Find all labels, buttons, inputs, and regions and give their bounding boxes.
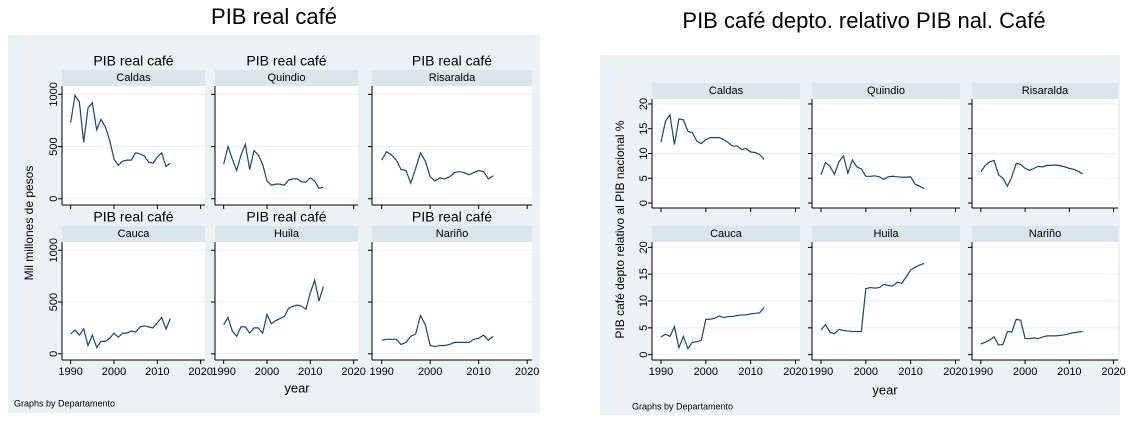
x-tick-label: 2010 bbox=[1057, 366, 1081, 378]
note: Graphs by Departamento bbox=[14, 398, 115, 408]
strip-label: Risaralda bbox=[1022, 85, 1069, 97]
strip-label: Huila bbox=[873, 228, 899, 240]
plot-area bbox=[62, 242, 205, 360]
x-tick-label: 2020 bbox=[515, 366, 539, 378]
panel-title: PIB real café bbox=[93, 209, 173, 225]
data-line bbox=[70, 93, 171, 168]
plot-area bbox=[62, 86, 205, 205]
x-tick-label: 2000 bbox=[1013, 366, 1037, 378]
chart-title: PIB café depto. relativo PIB nal. Café bbox=[682, 8, 1045, 33]
strip-label: Nariño bbox=[436, 228, 468, 240]
x-tick-label: 1990 bbox=[969, 366, 993, 378]
panel-title: PIB real café bbox=[246, 53, 326, 69]
y-axis-label: PIB café depto relativo al PIB nacional … bbox=[613, 120, 627, 338]
x-tick-label: 2020 bbox=[341, 366, 365, 378]
strip bbox=[215, 226, 358, 242]
x-tick-label: 2010 bbox=[298, 366, 322, 378]
strip bbox=[652, 226, 800, 242]
data-line bbox=[980, 159, 1083, 188]
strip bbox=[812, 226, 960, 242]
x-tick-label: 2000 bbox=[418, 366, 442, 378]
y-tick-label: 1000 bbox=[48, 238, 60, 262]
strip-label: Quindio bbox=[268, 72, 306, 84]
x-tick-label: 2010 bbox=[898, 366, 922, 378]
y-tick-label: 15 bbox=[638, 268, 650, 280]
strip-label: Huila bbox=[274, 228, 300, 240]
strip-label: Nariño bbox=[1029, 228, 1061, 240]
x-tick-label: 2020 bbox=[188, 366, 212, 378]
plot-area bbox=[372, 86, 532, 205]
panel-title: PIB real café bbox=[412, 53, 492, 69]
y-axis-label: Mil millones de pesos bbox=[22, 166, 36, 281]
x-tick-label: 1990 bbox=[58, 366, 82, 378]
y-tick-label: 20 bbox=[638, 241, 650, 253]
strip-label: Cauca bbox=[710, 228, 743, 240]
data-line bbox=[223, 278, 324, 338]
plot-area bbox=[215, 86, 358, 205]
strip bbox=[972, 226, 1118, 242]
plot-area bbox=[215, 242, 358, 360]
strip-label: Caldas bbox=[116, 72, 151, 84]
strip bbox=[652, 83, 800, 99]
y-tick-label: 10 bbox=[638, 295, 650, 307]
y-tick-label: 0 bbox=[638, 352, 650, 358]
y-tick-label: 500 bbox=[48, 137, 60, 155]
y-tick-label: 5 bbox=[638, 175, 650, 181]
y-tick-label: 5 bbox=[638, 325, 650, 331]
strip bbox=[372, 226, 532, 242]
note: Graphs by Departamento bbox=[632, 401, 733, 411]
data-line bbox=[70, 316, 171, 349]
data-line bbox=[660, 113, 765, 160]
x-tick-label: 2020 bbox=[943, 366, 967, 378]
strip-label: Quindio bbox=[867, 85, 905, 97]
y-tick-label: 1000 bbox=[48, 82, 60, 106]
y-tick-label: 500 bbox=[48, 293, 60, 311]
x-tick-label: 2000 bbox=[854, 366, 878, 378]
strip bbox=[62, 226, 205, 242]
y-tick-label: 0 bbox=[638, 200, 650, 206]
x-axis-label: year bbox=[284, 380, 310, 395]
strip bbox=[812, 83, 960, 99]
y-tick-label: 15 bbox=[638, 123, 650, 135]
x-tick-label: 2000 bbox=[102, 366, 126, 378]
data-line bbox=[980, 318, 1083, 346]
data-line bbox=[223, 142, 324, 189]
strip-label: Risaralda bbox=[429, 72, 476, 84]
strip-label: Caldas bbox=[709, 85, 744, 97]
panel-title: PIB real café bbox=[412, 209, 492, 225]
y-tick-label: 20 bbox=[638, 98, 650, 110]
x-tick-label: 2000 bbox=[255, 366, 279, 378]
y-tick-label: 0 bbox=[48, 351, 60, 357]
data-line bbox=[381, 150, 494, 185]
strip bbox=[372, 70, 532, 86]
x-tick-label: 1990 bbox=[809, 366, 833, 378]
data-line bbox=[660, 307, 765, 351]
x-tick-label: 2000 bbox=[694, 366, 718, 378]
x-tick-label: 1990 bbox=[369, 366, 393, 378]
panel-title: PIB real café bbox=[93, 53, 173, 69]
strip-label: Cauca bbox=[118, 228, 151, 240]
y-tick-label: 0 bbox=[48, 196, 60, 202]
x-tick-label: 2010 bbox=[145, 366, 169, 378]
plot-area bbox=[372, 242, 532, 360]
data-line bbox=[820, 154, 925, 190]
x-tick-label: 1990 bbox=[649, 366, 673, 378]
panel-title: PIB real café bbox=[246, 209, 326, 225]
x-tick-label: 2010 bbox=[738, 366, 762, 378]
data-line bbox=[820, 262, 925, 335]
x-axis-label: year bbox=[872, 382, 898, 397]
x-tick-label: 2010 bbox=[466, 366, 490, 378]
data-line bbox=[381, 313, 494, 348]
chart-title: PIB real café bbox=[211, 4, 337, 29]
strip bbox=[972, 83, 1118, 99]
strip bbox=[215, 70, 358, 86]
y-tick-label: 10 bbox=[638, 147, 650, 159]
x-tick-label: 2020 bbox=[1101, 366, 1125, 378]
x-tick-label: 2020 bbox=[783, 366, 807, 378]
strip bbox=[62, 70, 205, 86]
x-tick-label: 1990 bbox=[211, 366, 235, 378]
